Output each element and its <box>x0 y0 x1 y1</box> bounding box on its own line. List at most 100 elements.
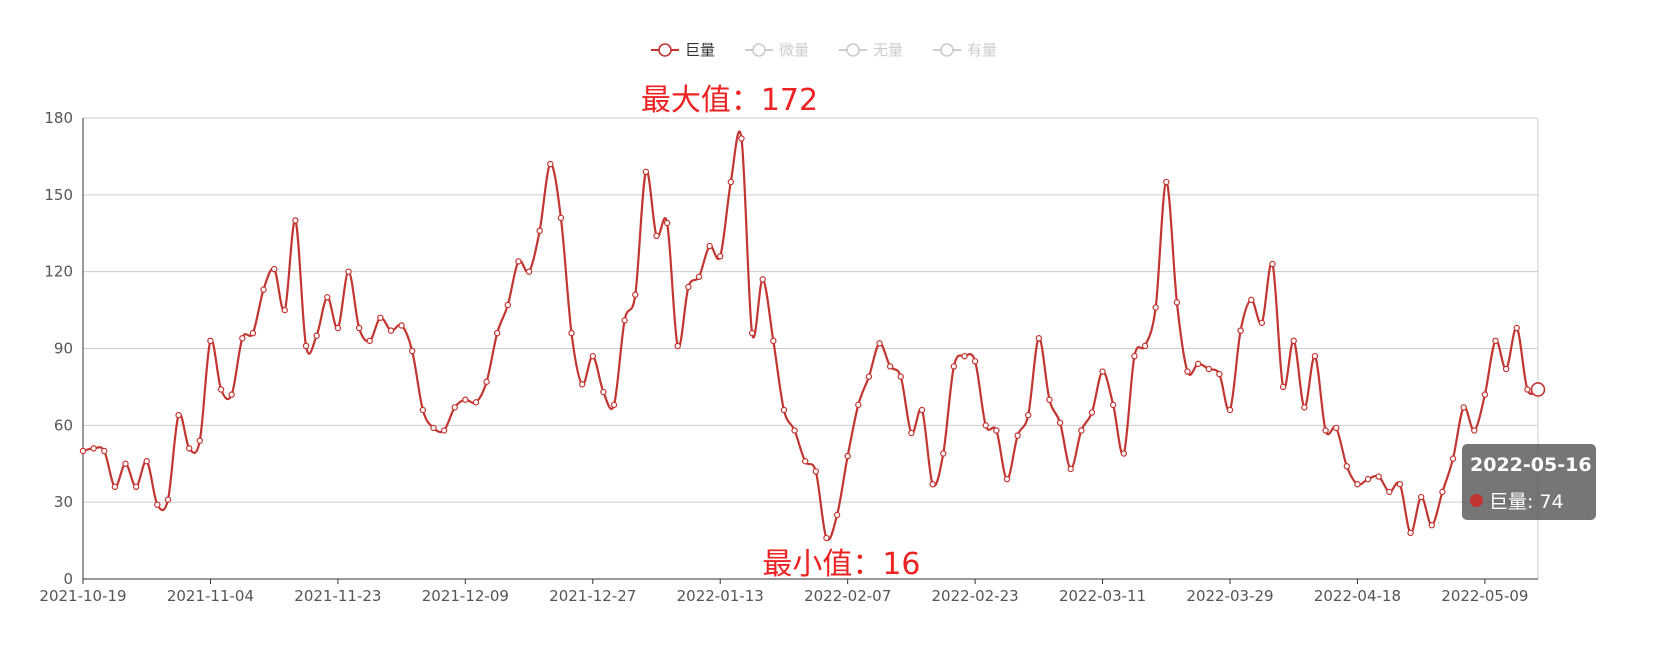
data-point <box>1109 401 1117 409</box>
data-point <box>515 258 522 265</box>
data-point <box>79 447 87 455</box>
data-point <box>1333 424 1340 432</box>
x-tick-label: 2022-03-11 <box>1059 587 1146 605</box>
data-point <box>578 381 586 388</box>
legend-circle-icon <box>658 43 672 57</box>
data-point <box>143 457 150 465</box>
series-layer <box>79 130 1546 542</box>
tooltip: 2022-05-16 巨量: 74 <box>1462 444 1596 520</box>
data-point <box>823 534 830 542</box>
legend-item-微量[interactable]: 微量 <box>745 41 809 59</box>
data-point <box>1248 296 1255 304</box>
data-point <box>1184 368 1191 375</box>
x-tick-label: 2022-03-29 <box>1186 587 1273 605</box>
data-point <box>1226 406 1234 414</box>
data-point <box>1290 337 1297 345</box>
data-point <box>1088 409 1096 416</box>
x-tick-label: 2022-04-18 <box>1314 587 1401 605</box>
data-point <box>462 396 469 403</box>
data-point <box>398 322 405 329</box>
data-point <box>1396 481 1404 488</box>
y-tick-label: 150 <box>44 186 73 204</box>
min-value-label: 最小值：16 <box>762 547 920 582</box>
data-point <box>1035 335 1043 342</box>
data-point <box>940 450 947 457</box>
y-tick-label: 60 <box>54 416 73 434</box>
data-point <box>1120 450 1128 457</box>
legend-circle-icon <box>846 43 860 57</box>
axes: 0 30 60 90 120 150 180 2021-10-19 2021-11-04 2021… <box>39 109 1538 605</box>
data-point <box>929 481 936 488</box>
data-point <box>812 468 820 475</box>
data-point <box>175 411 182 419</box>
data-point <box>770 337 777 345</box>
data-point <box>132 483 140 490</box>
data-point <box>419 406 427 414</box>
data-point <box>1152 304 1159 311</box>
data-point <box>897 373 904 380</box>
data-point <box>621 317 628 324</box>
data-point <box>239 335 246 342</box>
y-tick-label: 90 <box>54 340 73 358</box>
data-point <box>228 391 235 398</box>
legend-item-有量[interactable]: 有量 <box>933 41 997 59</box>
data-point <box>1460 404 1467 411</box>
legend-circle-icon <box>752 43 766 57</box>
series-line-巨量 <box>82 130 1539 541</box>
data-point <box>260 286 267 293</box>
grid-lines <box>83 117 1539 579</box>
data-point <box>525 268 533 275</box>
data-point <box>568 329 575 337</box>
data-point <box>759 276 766 283</box>
data-point <box>1003 475 1011 483</box>
data-point <box>1194 360 1202 368</box>
legend-label: 巨量 <box>685 41 715 59</box>
data-point <box>833 511 841 519</box>
x-tick-label: 2021-10-19 <box>39 587 126 605</box>
data-point <box>1449 455 1457 462</box>
data-point <box>334 324 342 332</box>
data-point <box>1417 493 1425 501</box>
data-point <box>472 399 480 406</box>
x-tick-label: 2022-02-07 <box>804 587 891 605</box>
data-point <box>855 401 862 409</box>
data-point <box>600 388 607 396</box>
data-point <box>865 373 873 380</box>
legend-item-巨量[interactable]: 巨量 <box>651 41 715 59</box>
data-point <box>1386 488 1393 496</box>
data-point <box>674 342 681 350</box>
data-point <box>1099 368 1106 375</box>
data-point <box>164 496 172 503</box>
data-point <box>1364 475 1372 483</box>
legend-item-无量[interactable]: 无量 <box>839 41 903 59</box>
data-point <box>1439 488 1446 496</box>
data-point <box>663 219 671 227</box>
legend[interactable]: 巨量 微量 无量 有量 <box>651 41 997 59</box>
x-tick-label: 2021-11-23 <box>294 587 381 605</box>
data-point <box>111 483 119 490</box>
data-point <box>387 327 395 334</box>
data-point <box>547 160 554 168</box>
data-point <box>1407 529 1414 537</box>
series-color-dot <box>1470 494 1483 507</box>
data-point <box>493 329 501 337</box>
tooltip-date: 2022-05-16 <box>1470 454 1592 476</box>
data-point <box>281 306 288 314</box>
x-tick-label: 2021-11-04 <box>167 587 254 605</box>
data-point <box>801 457 809 465</box>
data-point <box>844 452 851 460</box>
data-point <box>706 242 713 250</box>
data-point <box>377 314 384 321</box>
data-point <box>695 273 703 280</box>
x-tick-label: 2022-05-09 <box>1441 587 1528 605</box>
data-point <box>217 386 225 393</box>
data-point <box>961 352 968 360</box>
data-point <box>876 340 883 347</box>
data-point <box>313 332 320 339</box>
data-point <box>1067 465 1074 473</box>
data-point <box>1216 370 1223 378</box>
data-point <box>440 427 448 434</box>
data-point <box>483 378 490 385</box>
data-point <box>1141 342 1149 350</box>
